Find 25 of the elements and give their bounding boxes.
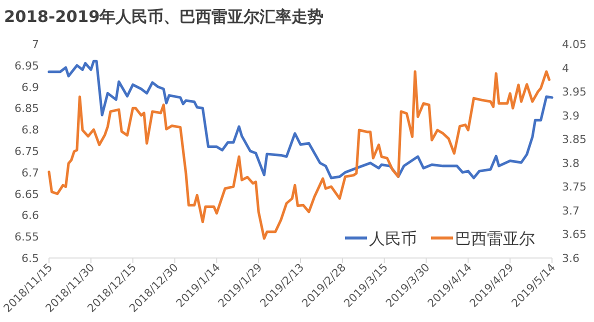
y2-tick-label: 3.8 (562, 156, 580, 170)
y-tick-label: 6.7 (22, 166, 39, 180)
y-tick-label: 6.55 (14, 230, 39, 244)
y2-tick-label: 3.7 (562, 204, 580, 218)
legend-label: 巴西雷亚尔 (455, 229, 535, 248)
y-tick-label: 6.65 (14, 188, 39, 201)
legend-label: 人民币 (369, 229, 417, 248)
chart-title: 2018-2019年人民币、巴西雷亚尔汇率走势 (4, 7, 324, 26)
y2-tick-label: 3.95 (562, 86, 586, 99)
y2-tick-label: 3.6 (562, 252, 580, 265)
y2-tick-label: 4 (562, 62, 569, 75)
y-tick-label: 6.8 (22, 124, 39, 137)
y2-tick-label: 3.9 (562, 109, 580, 122)
y-tick-label: 6.6 (22, 209, 39, 222)
y2-tick-label: 3.75 (562, 180, 586, 194)
y-tick-label: 7 (32, 38, 39, 51)
y-tick-label: 6.95 (14, 59, 39, 72)
y-tick-label: 6.5 (22, 252, 39, 265)
y2-tick-label: 3.85 (562, 133, 586, 146)
line-series (48, 60, 554, 180)
y2-tick-label: 3.65 (562, 228, 586, 242)
y-tick-label: 6.9 (22, 80, 39, 94)
y2-tick-label: 4.05 (562, 38, 586, 51)
y-tick-label: 6.75 (14, 145, 39, 158)
y-tick-label: 6.85 (14, 102, 39, 116)
